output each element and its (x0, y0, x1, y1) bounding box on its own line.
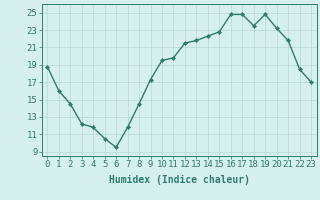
X-axis label: Humidex (Indice chaleur): Humidex (Indice chaleur) (109, 175, 250, 185)
